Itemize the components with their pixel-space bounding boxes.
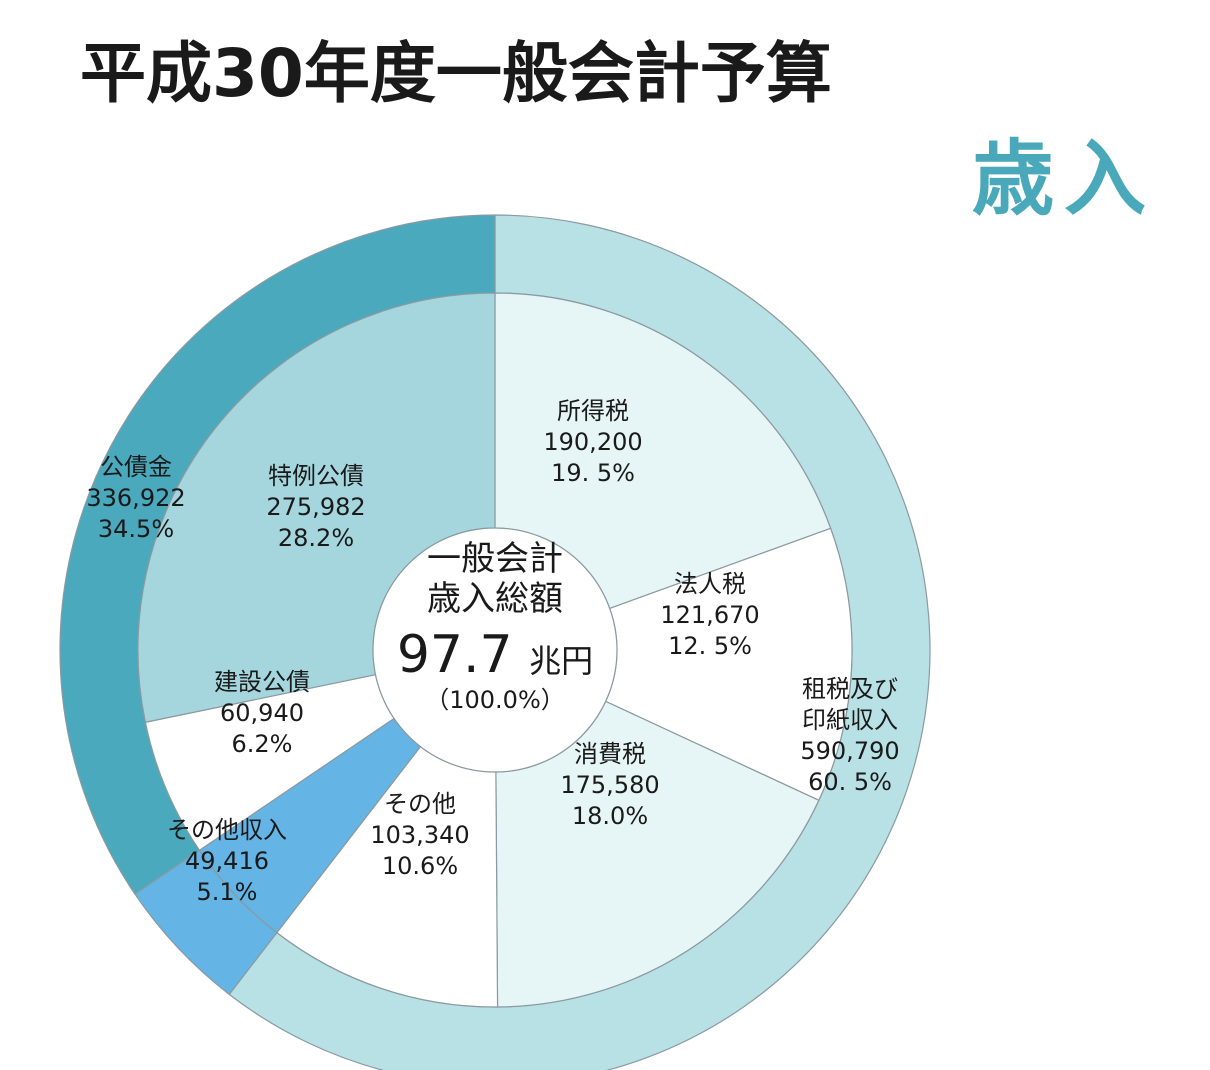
outer-label-0-line-1: 印紙収入 [802, 706, 898, 734]
inner-label-1-line-1: 121,670 [660, 601, 759, 629]
section-subtitle: 歳入 [972, 132, 1157, 227]
outer-label-2-line-1: 336,922 [86, 484, 185, 512]
outer-label-0-line-3: 60. 5% [808, 768, 892, 796]
inner-label-1-line-2: 12. 5% [668, 632, 752, 660]
outer-label-2-line-0: 公債金 [100, 453, 172, 481]
inner-label-6-line-0: 特例公債 [268, 462, 364, 490]
inner-label-3-line-2: 10.6% [382, 852, 458, 880]
inner-label-1-line-0: 法人税 [674, 570, 746, 598]
inner-label-2-line-1: 175,580 [560, 771, 659, 799]
inner-label-2-line-2: 18.0% [572, 802, 648, 830]
inner-label-0-line-2: 19. 5% [551, 459, 635, 487]
outer-label-2-line-2: 34.5% [98, 515, 174, 543]
outer-label-1-line-1: 49,416 [185, 847, 269, 875]
inner-label-0-line-1: 190,200 [543, 428, 642, 456]
inner-label-5-line-2: 6.2% [232, 730, 293, 758]
inner-label-3-line-1: 103,340 [370, 821, 469, 849]
center-total: 一般会計 歳入総額 97.7 兆円 （100.0%） [372, 527, 618, 773]
inner-label-5-line-0: 建設公債 [214, 668, 310, 696]
center-unit: 兆円 [529, 642, 593, 680]
center-line1: 一般会計 [427, 539, 563, 579]
center-percent: （100.0%） [425, 686, 565, 714]
inner-label-2-line-0: 消費税 [574, 740, 646, 768]
page-title: 平成30年度一般会計予算 [80, 35, 832, 112]
outer-label-0-line-2: 590,790 [800, 737, 899, 765]
outer-label-0-line-0: 租税及び [802, 675, 898, 703]
inner-label-3-line-0: その他 [384, 790, 456, 818]
inner-label-5-line-1: 60,940 [220, 699, 304, 727]
center-line2: 歳入総額 [427, 579, 563, 619]
center-value-line: 97.7 兆円 [397, 625, 593, 685]
center-circle [372, 527, 618, 773]
inner-label-0-line-0: 所得税 [557, 397, 629, 425]
outer-label-1-line-2: 5.1% [197, 878, 258, 906]
center-value: 97.7 [397, 625, 513, 685]
outer-ring [59, 214, 931, 1070]
inner-ring [137, 292, 853, 1008]
inner-label-6-line-2: 28.2% [278, 524, 354, 552]
outer-label-1-line-0: その他収入 [167, 816, 287, 844]
inner-label-6-line-1: 275,982 [266, 493, 365, 521]
